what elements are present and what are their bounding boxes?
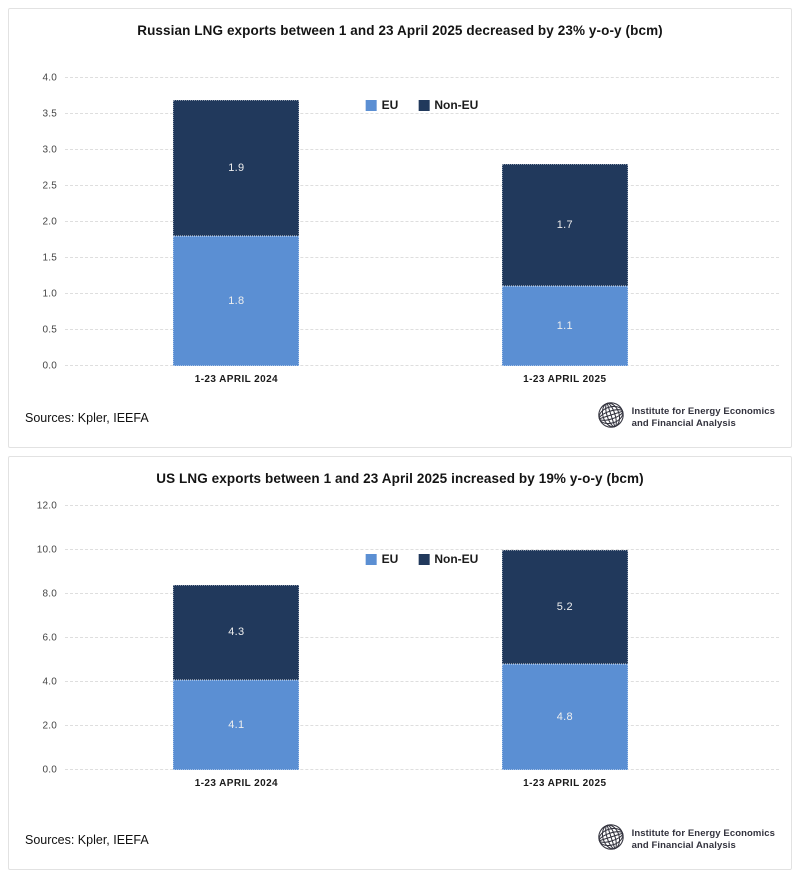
chart-title: US LNG exports between 1 and 23 April 20… [156,471,644,486]
x-tick-label: 1-23 APRIL 2025 [523,374,607,385]
globe-icon [596,400,626,435]
legend-label: Non-EU [434,552,479,566]
gridline [65,149,779,150]
ieefa-logo: Institute for Energy Economics and Finan… [596,822,775,857]
bar-segment-eu: 4.8 [501,664,628,770]
legend-swatch-icon [365,99,377,111]
logo-line-2: and Financial Analysis [631,839,736,851]
gridline [65,637,779,638]
logo-line-2: and Financial Analysis [631,417,736,429]
plot-area: EU Non-EU 4.3 4.1 5.2 4.8 [65,505,779,770]
globe-icon [596,822,626,857]
y-tick-label: 0.0 [42,764,57,776]
y-axis: 4.0 3.5 3.0 2.5 2.0 1.5 1.0 0.5 0.0 [21,73,65,372]
bar-segment-non-eu: 1.9 [173,99,300,237]
chart-card-us-lng: US LNG exports between 1 and 23 April 20… [8,456,792,870]
legend: EU Non-EU [365,98,478,112]
y-axis: 12.0 10.0 8.0 6.0 4.0 2.0 0.0 [21,501,65,776]
y-tick-label: 1.0 [42,288,57,300]
gridline [65,221,779,222]
chart-title: Russian LNG exports between 1 and 23 Apr… [137,23,663,38]
bar-segment-non-eu: 4.3 [173,585,300,680]
gridline [65,593,779,594]
plot-area: EU Non-EU 1.9 1.8 1.7 1.1 [65,77,779,366]
legend-swatch-icon [418,99,430,111]
y-tick-label: 4.0 [42,72,57,84]
bar-segment-eu: 4.1 [173,679,300,770]
bar-value-label: 1.9 [228,161,245,174]
gridline [65,769,779,770]
gridline [65,257,779,258]
y-tick-label: 4.0 [42,676,57,688]
y-tick-label: 1.5 [42,252,57,264]
card-footer: Sources: Kpler, IEEFA [21,400,779,447]
y-tick-label: 0.5 [42,324,57,336]
gridline [65,293,779,294]
bar-value-label: 4.8 [556,711,573,724]
gridline [65,113,779,114]
y-tick-label: 3.0 [42,144,57,156]
y-tick-label: 12.0 [36,500,57,512]
legend-label: EU [381,552,399,566]
legend-swatch-icon [418,553,430,565]
logo-line-1: Institute for Energy Economics [631,828,775,840]
legend-swatch-icon [365,553,377,565]
x-axis: 1-23 APRIL 2024 1-23 APRIL 2025 [65,366,779,392]
card-footer: Sources: Kpler, IEEFA [21,822,779,869]
gridline [65,725,779,726]
legend-label: EU [381,98,399,112]
y-tick-label: 0.0 [42,360,57,372]
legend-item-non-eu: Non-EU [418,552,478,566]
logo-text: Institute for Energy Economics and Finan… [632,828,775,851]
logo-line-1: Institute for Energy Economics [631,406,775,418]
gridline [65,505,779,506]
x-tick-label: 1-23 APRIL 2024 [194,374,278,385]
sources-text: Sources: Kpler, IEEFA [25,410,149,425]
bar-segment-eu: 1.1 [501,286,628,366]
stacked-bar-1-23-april-2025: 1.7 1.1 [501,164,628,366]
gridline [65,329,779,330]
x-axis: 1-23 APRIL 2024 1-23 APRIL 2025 [65,770,779,796]
gridline [65,681,779,682]
y-tick-label: 2.5 [42,180,57,192]
y-tick-label: 10.0 [36,544,57,556]
plot: 12.0 10.0 8.0 6.0 4.0 2.0 0.0 EU Non-EU 4.3 4.1 5.… [21,501,779,776]
gridline [65,185,779,186]
legend-item-non-eu: Non-EU [418,98,478,112]
sources-text: Sources: Kpler, IEEFA [25,832,149,847]
bar-segment-non-eu: 1.7 [501,164,628,287]
x-tick-label: 1-23 APRIL 2024 [194,778,278,789]
y-tick-label: 3.5 [42,108,57,120]
bar-segment-non-eu: 5.2 [501,550,628,665]
y-tick-label: 2.0 [42,720,57,732]
chart-card-russian-lng: Russian LNG exports between 1 and 23 Apr… [8,8,792,448]
plot: 4.0 3.5 3.0 2.5 2.0 1.5 1.0 0.5 0.0 EU Non-EU 1.9 1… [21,73,779,372]
bar-value-label: 1.8 [228,295,245,308]
bar-value-label: 1.1 [556,320,573,333]
logo-text: Institute for Energy Economics and Finan… [632,406,775,429]
gridline [65,549,779,550]
y-tick-label: 2.0 [42,216,57,228]
bar-value-label: 5.2 [556,601,573,614]
gridline [65,77,779,78]
legend-item-eu: EU [365,552,399,566]
bar-value-label: 4.1 [228,718,245,731]
stacked-bar-1-23-april-2025: 5.2 4.8 [501,550,628,770]
bar-value-label: 1.7 [556,219,573,232]
stacked-bar-1-23-april-2024: 4.3 4.1 [173,585,300,770]
bar-value-label: 4.3 [228,626,245,639]
legend-label: Non-EU [434,98,479,112]
legend: EU Non-EU [365,552,478,566]
legend-item-eu: EU [365,98,399,112]
y-tick-label: 8.0 [42,588,57,600]
x-tick-label: 1-23 APRIL 2025 [523,778,607,789]
gridline [65,365,779,366]
stacked-bar-1-23-april-2024: 1.9 1.8 [173,99,300,366]
ieefa-logo: Institute for Energy Economics and Finan… [596,400,775,435]
bar-segment-eu: 1.8 [173,236,300,366]
y-tick-label: 6.0 [42,632,57,644]
